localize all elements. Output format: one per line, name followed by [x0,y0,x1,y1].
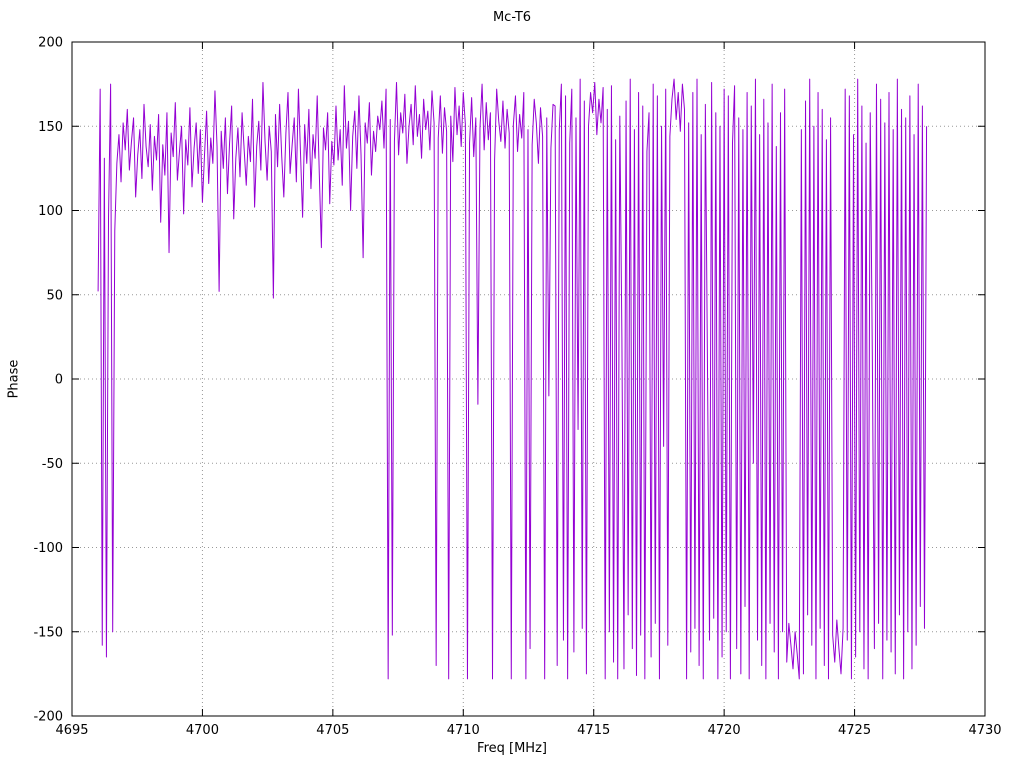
y-tick-label: -100 [33,541,63,556]
x-axis-label: Freq [MHz] [477,741,547,756]
y-tick-label: 50 [46,288,63,303]
plot-border [71,41,986,717]
x-tick-label: 4715 [577,723,610,738]
y-tick-label: 150 [38,120,63,135]
x-tick-label: 4705 [316,723,349,738]
y-tick-label: -150 [33,625,63,640]
y-tick-label: -50 [42,457,63,472]
x-tick-label: 4730 [968,723,1001,738]
x-tick-label: 4720 [708,723,741,738]
x-tick-label: 4695 [55,723,88,738]
x-tick-label: 4725 [838,723,871,738]
y-tick-label: -200 [33,710,63,725]
x-tick-label: 4710 [447,723,480,738]
x-tick-label: 4700 [186,723,219,738]
y-tick-label: 0 [55,373,63,388]
phase-trace [97,78,928,680]
y-tick-label: 100 [38,204,63,219]
y-tick-label: 200 [38,36,63,51]
chart-title: Mc-T6 [492,10,532,25]
